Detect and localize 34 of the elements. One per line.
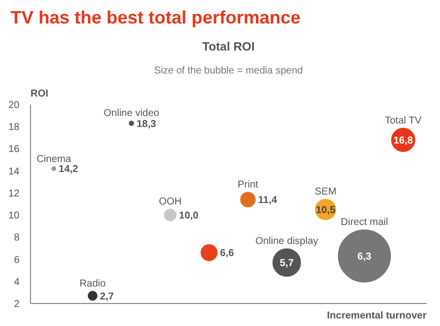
y-tick-label: 12 <box>8 188 20 200</box>
chart-subtitle: Total ROI <box>202 40 255 54</box>
data-label: 6,3 <box>357 251 372 262</box>
y-axis-title: ROI <box>30 88 48 100</box>
series-label: Print <box>238 179 258 190</box>
series-label: Radio <box>80 278 106 290</box>
y-tick-label: 14 <box>8 166 20 178</box>
y-tick-label: 6 <box>14 254 20 266</box>
series-label: Direct mail <box>340 216 388 228</box>
series-label: Total TV <box>384 115 422 126</box>
y-tick-label: 10 <box>8 210 20 222</box>
data-label: 10,0 <box>179 210 199 222</box>
text: Size of the bubble = media spend <box>154 66 303 76</box>
series-label: OOH <box>158 196 182 208</box>
x-axis-title: Incremental turnover <box>327 310 427 322</box>
data-label: 14,2 <box>58 164 79 176</box>
series-label: Online display <box>255 236 318 247</box>
series-label: SEM <box>314 186 336 198</box>
data-label: 16,8 <box>393 135 414 146</box>
data-label: 5,7 <box>280 258 294 270</box>
y-tick-label: 2 <box>14 299 20 310</box>
y-tick-label: 8 <box>14 232 20 244</box>
y-tick-label: 4 <box>14 276 20 288</box>
data-label: 18,3 <box>136 118 157 130</box>
data-label: 10,5 <box>316 205 336 216</box>
y-tick-label: 20 <box>8 100 20 111</box>
data-label: 6,6 <box>220 248 234 260</box>
data-label: 11,4 <box>258 195 278 206</box>
chart-title: TV has the best total performance <box>10 8 301 28</box>
series-label: Cinema <box>36 154 72 165</box>
y-tick-label: 18 <box>8 122 20 134</box>
y-tick-label: 16 <box>8 144 20 156</box>
data-label: 2,7 <box>100 291 114 302</box>
series-label: Online video <box>104 108 160 120</box>
